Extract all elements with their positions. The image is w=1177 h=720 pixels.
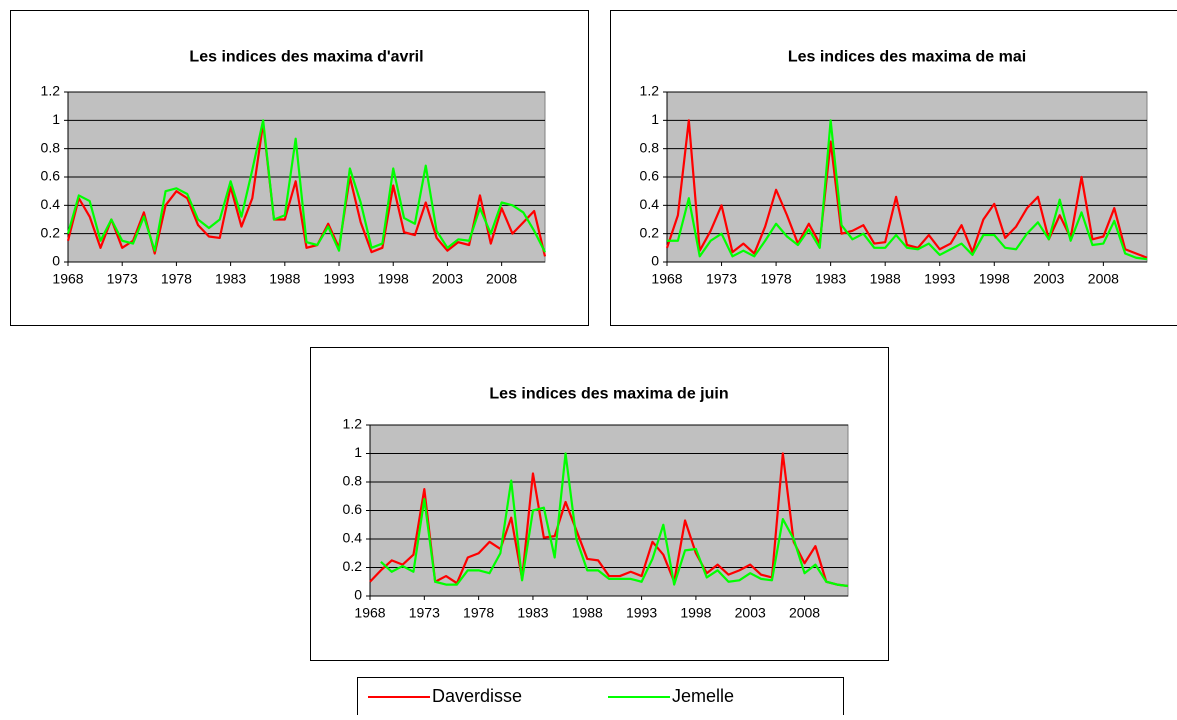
y-tick-label: 1 — [52, 111, 60, 127]
y-tick-label: 0.6 — [343, 501, 363, 517]
x-tick-label: 2003 — [432, 271, 463, 287]
y-tick-label: 1 — [651, 111, 659, 127]
x-tick-label: 1973 — [107, 271, 138, 287]
y-tick-label: 0.8 — [343, 473, 363, 489]
chart: Les indices des maxima de mai 0 0.2 0.4 0.6 0… — [611, 11, 1177, 326]
y-tick-label: 0.2 — [640, 224, 660, 240]
y-tick-label: 0.6 — [640, 168, 660, 184]
x-tick-label: 1993 — [626, 605, 657, 621]
legend: Daverdisse Jemelle — [358, 678, 844, 716]
y-tick-label: 1.2 — [343, 416, 363, 432]
x-tick-label: 1973 — [706, 271, 737, 287]
x-tick-label: 1983 — [517, 605, 548, 621]
y-tick-label: 0.8 — [640, 139, 660, 155]
y-tick-label: 0 — [354, 587, 362, 603]
x-tick-label: 2008 — [486, 271, 517, 287]
y-tick-label: 0.8 — [41, 139, 61, 155]
x-tick-label: 2003 — [735, 605, 766, 621]
y-tick-label: 0.4 — [343, 530, 363, 546]
y-tick-label: 1.2 — [41, 83, 61, 99]
y-tick-label: 0 — [52, 253, 60, 269]
x-tick-label: 1998 — [378, 271, 409, 287]
x-tick-label: 1998 — [680, 605, 711, 621]
chart-title: Les indices des maxima de juin — [489, 386, 728, 403]
x-tick-label: 2008 — [789, 605, 820, 621]
chart: Les indices des maxima de juin 0 0.2 0.4 0.6… — [311, 348, 889, 661]
x-tick-label: 1983 — [815, 271, 846, 287]
x-tick-label: 1998 — [979, 271, 1010, 287]
x-tick-label: 1988 — [572, 605, 603, 621]
x-tick-label: 1993 — [323, 271, 354, 287]
x-tick-label: 1988 — [269, 271, 300, 287]
x-tick-label: 1978 — [761, 271, 792, 287]
legend-label: Jemelle — [672, 686, 734, 706]
x-tick-label: 1978 — [463, 605, 494, 621]
chart-title: Les indices des maxima de mai — [788, 49, 1026, 66]
x-tick-label: 1973 — [409, 605, 440, 621]
x-tick-label: 2008 — [1088, 271, 1119, 287]
y-tick-label: 0.6 — [41, 168, 61, 184]
x-tick-label: 1983 — [215, 271, 246, 287]
x-tick-label: 1968 — [354, 605, 385, 621]
legend-label: Daverdisse — [432, 686, 522, 706]
x-tick-label: 1968 — [651, 271, 682, 287]
x-tick-label: 1978 — [161, 271, 192, 287]
chart: Les indices des maxima d'avril 0 0.2 0.4 0.6… — [11, 11, 589, 326]
y-tick-label: 0.4 — [41, 196, 61, 212]
x-tick-label: 1993 — [924, 271, 955, 287]
x-tick-label: 1968 — [52, 271, 83, 287]
y-tick-label: 1 — [354, 444, 362, 460]
x-tick-label: 1988 — [870, 271, 901, 287]
y-tick-label: 0.2 — [343, 558, 363, 574]
y-tick-label: 0 — [651, 253, 659, 269]
chart-title: Les indices des maxima d'avril — [189, 49, 423, 66]
y-tick-label: 0.2 — [41, 224, 61, 240]
legend-box — [358, 678, 844, 716]
y-tick-label: 1.2 — [640, 83, 660, 99]
y-tick-label: 0.4 — [640, 196, 660, 212]
x-tick-label: 2003 — [1033, 271, 1064, 287]
